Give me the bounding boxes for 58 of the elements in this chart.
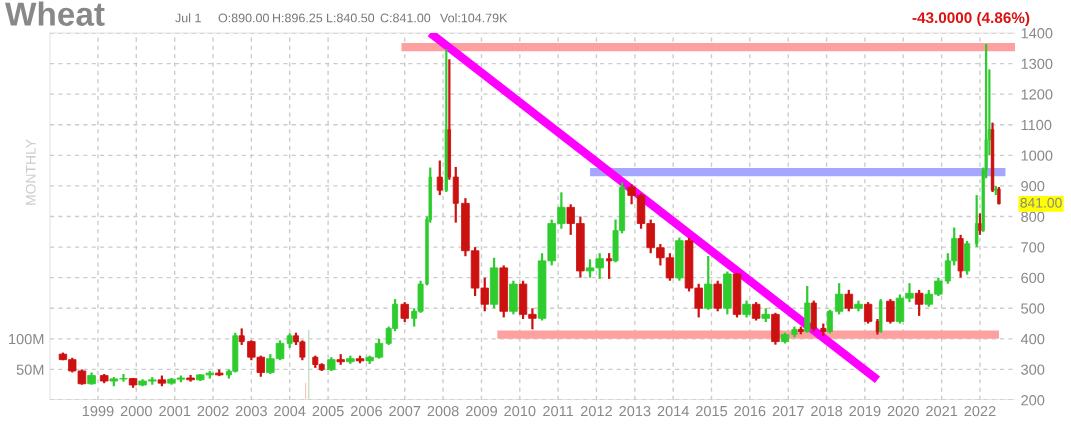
y-tick-label: 1200 <box>1021 89 1053 100</box>
chart-title: Wheat <box>5 1 105 26</box>
y-tick-label: 200 <box>1021 395 1045 406</box>
candlestick <box>751 301 761 322</box>
y2-tick-label: 100M <box>9 333 44 345</box>
candlestick <box>844 288 854 313</box>
x-tick-label: 2008 <box>427 405 459 417</box>
text: L:840.50 <box>327 13 375 23</box>
y-tick-label: 1100 <box>1021 119 1052 131</box>
x-tick-label: 2020 <box>887 405 919 417</box>
x-tick-label: 2001 <box>159 405 191 417</box>
candlestick <box>436 159 443 197</box>
candlestick <box>914 288 924 318</box>
x-tick-label: 2009 <box>465 405 498 417</box>
y-tick-label: 400 <box>1020 333 1045 345</box>
y-tick-label: 1300 <box>1021 58 1053 70</box>
y-tick-label: 600 <box>1021 272 1045 284</box>
text: C:841.00 <box>380 13 431 23</box>
text: Vol:104.79K <box>440 13 508 23</box>
text: -43.0000 (4.86%) <box>912 11 1030 27</box>
x-tick-label: 2006 <box>350 405 382 417</box>
y-tick-label: 300 <box>1021 364 1045 375</box>
y-tick-label: 1000 <box>1021 150 1053 161</box>
x-tick-label: 2003 <box>235 405 267 417</box>
y2-tick-label: 50M <box>16 364 44 375</box>
candlestick <box>886 297 895 325</box>
text: O:890.00 <box>218 13 269 23</box>
y-tick-label: 800 <box>1021 211 1045 222</box>
text: H:896.25 <box>273 13 323 23</box>
x-tick-label: 2015 <box>696 405 728 417</box>
candlestick <box>863 301 873 325</box>
x-tick-label: 2018 <box>811 405 843 417</box>
y-tick-label: 500 <box>1021 303 1045 314</box>
y-tick-label: 700 <box>1021 242 1045 253</box>
y-tick-label: 1400 <box>1021 28 1053 39</box>
text: Jul 1 <box>175 13 201 23</box>
y-tick-label: 900 <box>1021 181 1045 192</box>
x-tick-label: 2004 <box>274 405 306 417</box>
x-tick-label: 2014 <box>657 405 689 417</box>
candlestick <box>826 308 833 335</box>
x-tick-label: 2011 <box>543 405 574 417</box>
x-tick-label: 2017 <box>772 405 804 417</box>
x-tick-label: 1999 <box>82 405 114 417</box>
x-tick-label: 2005 <box>312 405 344 417</box>
x-tick-label: 2016 <box>734 405 766 417</box>
x-tick-label: 2012 <box>580 405 612 417</box>
x-tick-label: 2013 <box>619 405 651 417</box>
candlestick <box>606 252 613 280</box>
annotation: 841.00 <box>1020 197 1062 208</box>
x-tick-label: 2021 <box>926 405 958 417</box>
candlestick <box>835 282 844 316</box>
x-tick-label: 2022 <box>964 405 996 417</box>
x-tick-label: 2019 <box>849 405 881 417</box>
x-tick-label: 2002 <box>197 405 229 417</box>
x-tick-label: 2000 <box>120 405 152 417</box>
x-tick-label: 2007 <box>389 405 421 417</box>
candlestick <box>400 301 409 324</box>
x-tick-label: 2010 <box>504 405 536 417</box>
